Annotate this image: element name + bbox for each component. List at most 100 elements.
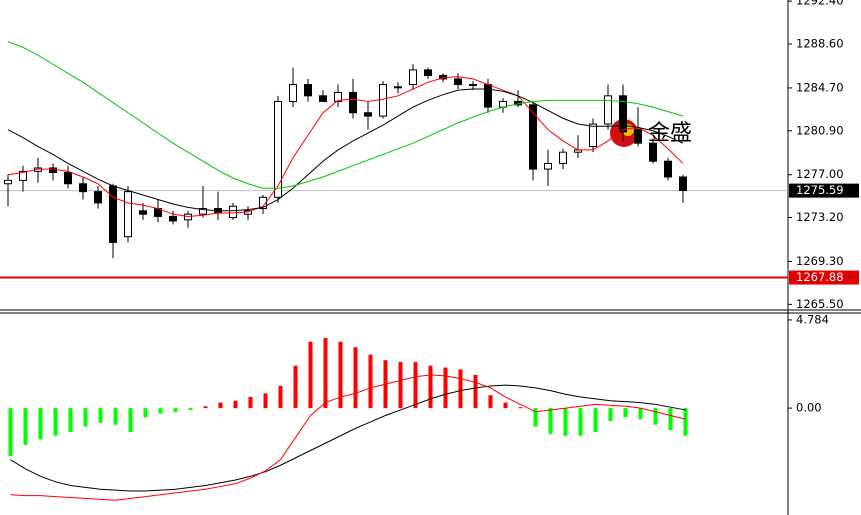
candle-body — [484, 84, 492, 108]
candle-body — [304, 84, 312, 97]
price-tag-label: 1267.88 — [796, 270, 844, 284]
histogram-bar — [473, 374, 478, 409]
histogram-bar — [323, 338, 328, 409]
histogram-bar — [668, 408, 673, 431]
histogram-bar — [593, 408, 598, 433]
y-tick-label: 1273.20 — [796, 210, 844, 224]
y-tick-label: 1292.40 — [796, 0, 844, 8]
histogram-bar — [398, 362, 403, 409]
histogram-bar — [188, 408, 193, 410]
candle-body — [64, 171, 72, 185]
candle-body — [529, 104, 537, 170]
y-tick-label: 1269.30 — [796, 254, 844, 268]
candle-body — [589, 123, 597, 148]
histogram-bar — [83, 408, 88, 427]
histogram-bar — [158, 408, 163, 414]
candle-body — [349, 91, 357, 114]
histogram-bar — [338, 341, 343, 409]
histogram-bar — [563, 408, 568, 436]
candle-body — [424, 69, 432, 77]
candle-body — [319, 95, 327, 102]
histogram-bar — [428, 365, 433, 409]
price-tag-label: 1275.59 — [796, 183, 844, 197]
candle-body — [679, 176, 687, 192]
histogram-bar — [578, 408, 583, 436]
moving-average — [7, 88, 684, 212]
histogram-bar — [143, 408, 148, 418]
histogram-bar — [128, 408, 133, 433]
candle-body — [94, 191, 102, 204]
candle-body — [664, 160, 672, 178]
histogram-bar — [653, 408, 658, 425]
histogram-bar — [113, 408, 118, 425]
histogram-bar — [173, 408, 178, 412]
histogram-bar — [23, 408, 28, 445]
histogram-bar — [248, 397, 253, 409]
candle-body — [394, 86, 402, 89]
histogram-bar — [413, 362, 418, 409]
y-tick-label: 0.00 — [796, 401, 822, 415]
watermark: 金盛 — [648, 121, 692, 146]
histogram-bar — [308, 341, 313, 409]
histogram-bar — [548, 408, 553, 434]
histogram-bar — [68, 408, 73, 433]
candle-body — [259, 196, 267, 210]
candle-body — [649, 142, 657, 162]
histogram-bar — [638, 408, 643, 420]
histogram-bar — [368, 354, 373, 409]
histogram-bar — [203, 406, 208, 409]
candle-body — [544, 162, 552, 170]
y-tick-label: 1277.00 — [796, 167, 844, 181]
histogram-bar — [608, 408, 613, 422]
candle-body — [139, 210, 147, 215]
candle-body — [274, 100, 282, 198]
candle-body — [124, 191, 132, 238]
histogram-bar — [263, 393, 268, 409]
histogram-bar — [218, 402, 223, 409]
histogram-bar — [278, 385, 283, 409]
histogram-bar — [443, 367, 448, 409]
price-tag — [789, 183, 859, 198]
candle-body — [229, 205, 237, 219]
histogram-bar — [353, 347, 358, 409]
candle-body — [334, 91, 342, 102]
candle-body — [469, 84, 477, 87]
histogram-bar — [503, 402, 508, 409]
candle-body — [169, 215, 177, 222]
candle-body — [619, 95, 627, 133]
macd-line — [10, 374, 686, 501]
candle-body — [79, 183, 87, 193]
candle-body — [604, 95, 612, 125]
histogram-bar — [683, 408, 688, 436]
histogram-bar — [488, 395, 493, 409]
candle-body — [454, 78, 462, 86]
histogram-bar — [233, 400, 238, 409]
candle-body — [19, 170, 27, 181]
moving-average — [7, 41, 684, 189]
candle-body — [184, 213, 192, 221]
histogram-bar — [98, 408, 103, 423]
candle-body — [634, 129, 642, 144]
histogram-bar — [458, 369, 463, 409]
y-tick-label: 1284.70 — [796, 80, 844, 94]
candle-body — [364, 112, 372, 117]
y-tick-label: 1288.60 — [796, 36, 844, 50]
moving-average — [7, 76, 684, 217]
histogram-bar — [8, 408, 13, 457]
candle-body — [379, 84, 387, 117]
candle-body — [4, 179, 12, 185]
histogram-bar — [533, 408, 538, 427]
candle-body — [289, 84, 297, 102]
candle-body — [49, 167, 57, 173]
candle-body — [199, 208, 207, 215]
histogram-bar — [623, 408, 628, 418]
histogram-bar — [38, 408, 43, 440]
histogram-bar — [518, 407, 523, 409]
candle-body — [409, 69, 417, 86]
macd-line — [10, 384, 686, 492]
candle-body — [559, 151, 567, 164]
y-tick-label: 1265.50 — [796, 297, 844, 311]
price-tag — [789, 270, 859, 285]
